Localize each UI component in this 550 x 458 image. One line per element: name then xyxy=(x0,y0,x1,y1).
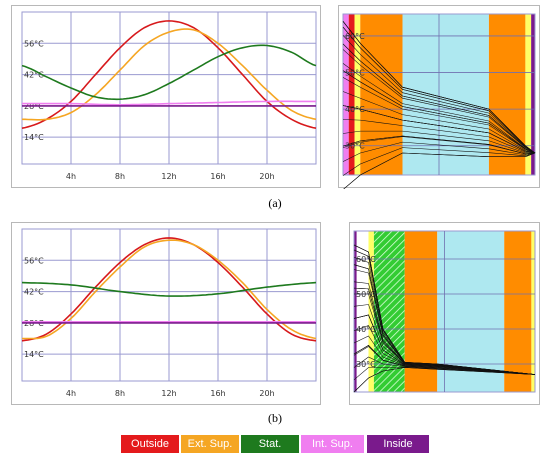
temperature-profile-line xyxy=(342,119,536,154)
y-tick-label: 50°C xyxy=(345,69,365,78)
wall-layer xyxy=(531,231,535,392)
temperature-profile-line xyxy=(342,70,536,154)
temperature-profile-line xyxy=(353,314,536,375)
wall-layer xyxy=(488,14,526,175)
temperature-profile-line xyxy=(342,141,536,162)
legend-int-sup: Int. Sup. xyxy=(301,435,364,453)
series-outside xyxy=(21,237,317,342)
temperature-profile-line xyxy=(342,91,536,154)
y-tick-label: 56°C xyxy=(24,39,44,48)
temperature-profile-line xyxy=(342,21,536,154)
legend-ext-sup: Ext. Sup. xyxy=(181,435,239,453)
x-tick-label: 16h xyxy=(210,389,225,398)
temperature-profile-line xyxy=(353,335,536,375)
x-tick-label: 20h xyxy=(259,389,274,398)
temperature-profile-line xyxy=(342,63,536,154)
temperature-profile-line xyxy=(342,77,536,154)
series-stat xyxy=(21,44,317,101)
series-ext-sup xyxy=(22,239,317,340)
legend-outside: Outside xyxy=(121,435,179,453)
wall-profile-chart-a: 30°C40°C50°C60°C xyxy=(342,13,536,189)
temperature-profile-line xyxy=(342,49,536,154)
wall-layer xyxy=(531,14,535,175)
temperature-profile-line xyxy=(353,287,536,375)
temperature-profile-line xyxy=(342,130,535,154)
wall-layer xyxy=(354,14,361,175)
x-tick-label: 8h xyxy=(115,389,125,398)
caption-a: (a) xyxy=(268,196,282,210)
y-tick-label: 30°C xyxy=(345,142,365,151)
y-tick-label: 14°C xyxy=(24,133,44,142)
x-tick-label: 12h xyxy=(161,389,176,398)
temperature-profile-line xyxy=(342,105,536,154)
wall-layer xyxy=(402,14,489,175)
temperature-profile-line xyxy=(342,43,536,154)
temperature-profile-line xyxy=(353,264,536,375)
y-tick-label: 40°C xyxy=(356,325,376,334)
temperature-profile-line xyxy=(353,356,536,375)
chart-b-left: 4h 8h 12h 16h 20h 14°C 28°C 42°C 56°C xyxy=(11,222,321,405)
wall-layer xyxy=(525,14,532,175)
legend: Outside Ext. Sup. Stat. Int. Sup. Inside xyxy=(0,435,550,454)
y-tick-label: 42°C xyxy=(24,288,44,297)
caption-b: (b) xyxy=(268,411,282,425)
legend-inside: Inside xyxy=(367,435,429,453)
y-tick-label: 60°C xyxy=(356,255,376,264)
x-tick-label: 20h xyxy=(259,172,274,181)
temperature-profile-line xyxy=(353,366,536,381)
temperature-profile-line xyxy=(353,304,536,375)
series-int-sup xyxy=(22,100,316,106)
temperature-profile-line xyxy=(342,136,536,155)
wall-layer xyxy=(354,231,357,392)
series-ext-sup xyxy=(22,28,317,121)
x-tick-label: 16h xyxy=(210,172,225,181)
y-tick-label: 30°C xyxy=(356,360,376,369)
x-tick-label: 4h xyxy=(66,172,76,181)
chart-a-left: 4h 8h 12h 16h 20h 14°C 28°C 42°C 56°C xyxy=(11,5,321,188)
temperature-profile-line xyxy=(342,35,536,154)
temperature-profile-line xyxy=(353,244,536,375)
wall-layer xyxy=(343,14,349,175)
wall-profile-chart-b: 30°C 40°C 50°C 60°C xyxy=(353,230,536,393)
series-stat xyxy=(21,281,317,297)
wall-layer xyxy=(504,231,532,392)
chart-a-right: 30°C 40°C 50°C 60°C xyxy=(338,5,540,189)
legend-stat: Stat. xyxy=(241,435,299,453)
wall-layer xyxy=(356,231,369,392)
x-tick-label: 12h xyxy=(161,172,176,181)
x-tick-label: 8h xyxy=(115,172,125,181)
y-tick-label: 14°C xyxy=(24,350,44,359)
temperature-profile-line xyxy=(342,147,536,176)
temperature-profile-line xyxy=(343,152,536,189)
temperature-profile-line xyxy=(353,346,536,375)
y-tick-label: 40°C xyxy=(345,105,365,114)
wall-layer xyxy=(348,14,355,175)
y-tick-label: 56°C xyxy=(24,256,44,265)
y-tick-label: 50°C xyxy=(356,290,376,299)
temperature-profile-line xyxy=(353,367,536,393)
y-tick-label: 42°C xyxy=(24,71,44,80)
x-tick-label: 4h xyxy=(66,389,76,398)
chart-b-right: 30°C 40°C 50°C 60°C xyxy=(349,222,540,405)
temperature-profile-line xyxy=(353,325,536,375)
